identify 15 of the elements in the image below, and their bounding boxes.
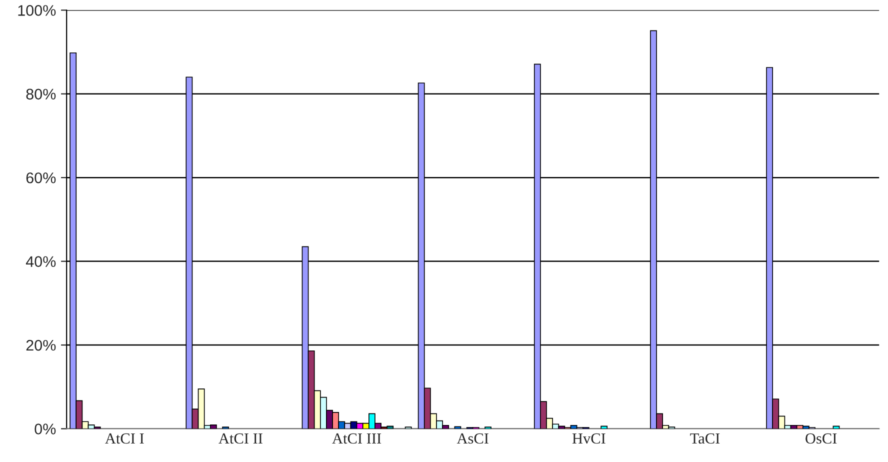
y-tick-label: 60% bbox=[26, 172, 56, 184]
x-tick-label: AtCI II bbox=[218, 433, 262, 444]
y-tick-label: 0% bbox=[34, 424, 56, 434]
y-tick-label: 20% bbox=[26, 340, 56, 351]
x-tick-label: AtCI III bbox=[332, 433, 382, 444]
y-tick-label: 100% bbox=[18, 5, 56, 16]
x-tick-label: AtCI I bbox=[105, 433, 144, 444]
y-tick-label: 80% bbox=[26, 88, 56, 100]
x-tick-label: OsCI bbox=[806, 433, 837, 444]
x-tick-label: AsCI bbox=[456, 433, 488, 444]
bar bbox=[454, 426, 462, 429]
x-tick-label: TaCI bbox=[690, 433, 720, 444]
y-tick-label: 40% bbox=[26, 256, 56, 267]
x-tick-label: HvCI bbox=[572, 433, 606, 444]
bar bbox=[600, 426, 608, 429]
